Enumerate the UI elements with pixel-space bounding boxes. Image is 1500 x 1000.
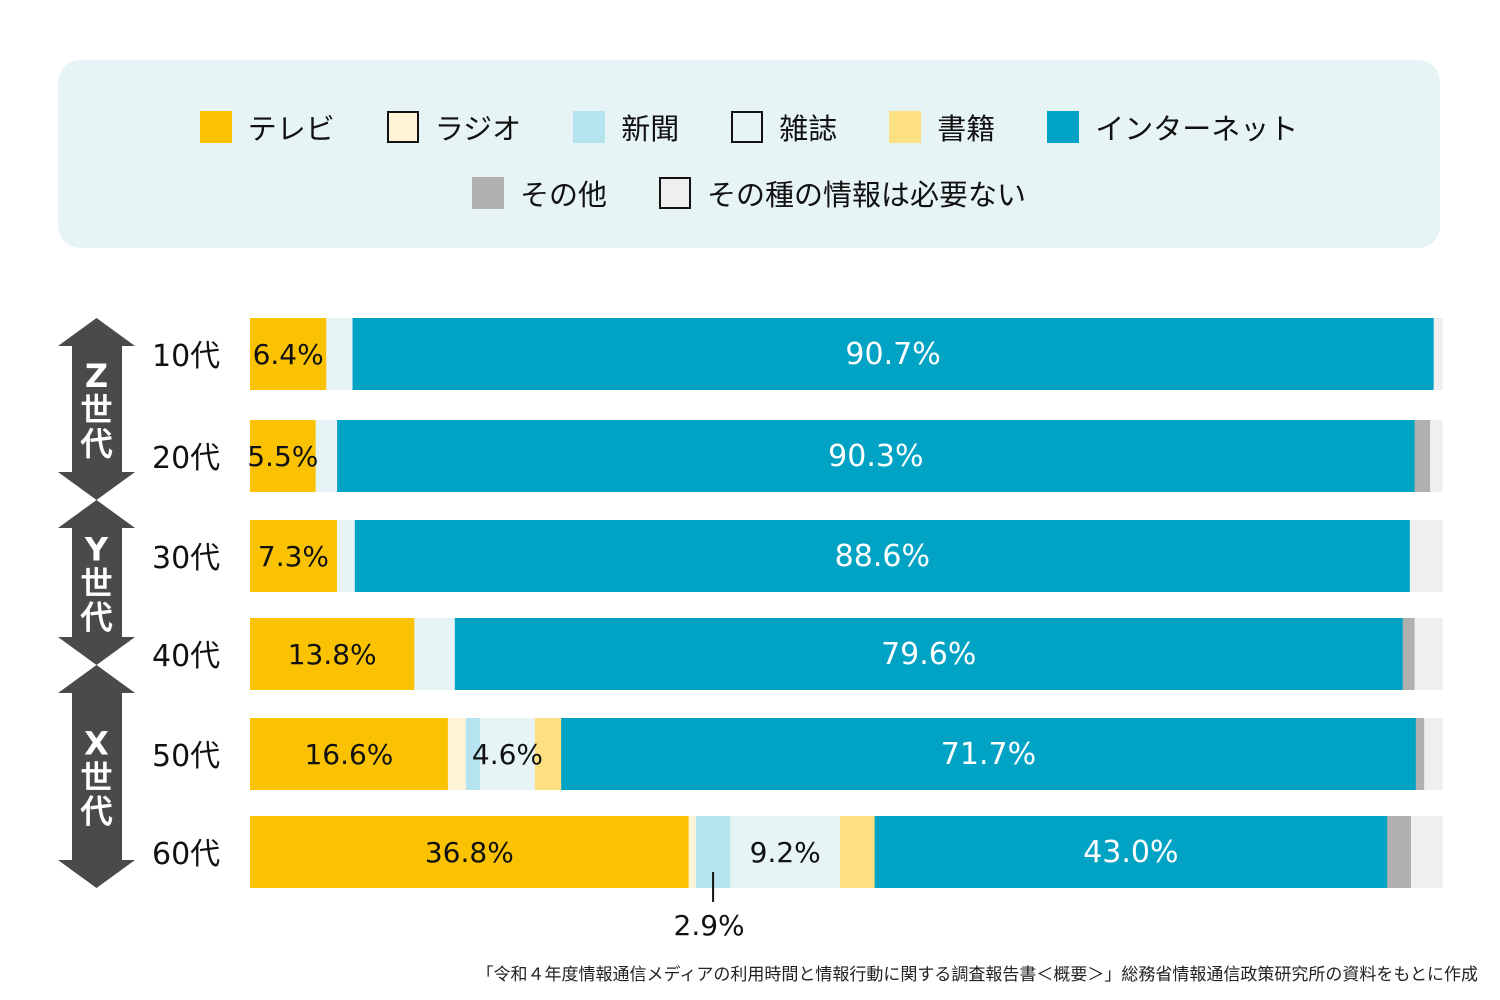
data-label: 7.3% [258, 540, 329, 573]
data-label: 4.6% [472, 738, 543, 771]
bar-segment [354, 520, 1411, 592]
bar-segment [480, 718, 536, 790]
legend-swatch [659, 177, 691, 209]
data-label: 5.5% [247, 440, 318, 473]
generation-label: 代 [79, 793, 112, 831]
category-label: 20代 [152, 441, 220, 476]
bar-segment [730, 816, 841, 888]
data-label: 79.6% [881, 637, 976, 672]
bar-segment [336, 520, 356, 592]
legend-item: その他 [471, 172, 607, 214]
bar-segment [250, 816, 690, 888]
legend-swatch [471, 177, 504, 209]
generation-label: 代 [79, 599, 112, 637]
legend-label: 書籍 [937, 112, 996, 146]
legend-item: ラジオ [386, 106, 522, 148]
generation-label: 世 [80, 391, 112, 429]
data-label: 16.6% [304, 738, 393, 771]
category-label: 30代 [152, 541, 220, 576]
bar-segment [1414, 618, 1443, 690]
bar-segment [315, 420, 338, 492]
bar-segment [1409, 520, 1443, 592]
category-label: 40代 [152, 639, 220, 674]
legend-swatch [1047, 111, 1080, 143]
data-label: 9.2% [750, 836, 821, 869]
bar-segment [1414, 420, 1431, 492]
bar-segment [337, 420, 1416, 492]
bar-segment [688, 816, 697, 888]
generation-arrow [58, 665, 135, 888]
legend-label: その他 [519, 178, 607, 212]
generation-arrow [58, 500, 135, 665]
bar-segment [1387, 816, 1412, 888]
bar-segment [840, 816, 876, 888]
generation-label: 代 [79, 425, 112, 463]
generation-label: 世 [80, 565, 112, 603]
data-label: 6.4% [253, 338, 324, 371]
bar-segment [250, 618, 415, 690]
legend-item: インターネット [1047, 106, 1298, 148]
data-label: 88.6% [835, 539, 930, 574]
bar-segment [250, 420, 317, 492]
bar-segment [250, 520, 338, 592]
bar-segment [465, 718, 481, 790]
bar-segment [352, 318, 1435, 390]
generation-label: Z [85, 357, 108, 395]
bar-segment [1411, 816, 1443, 888]
bar-segment [874, 816, 1388, 888]
bar-segment [1433, 318, 1443, 390]
legend-swatch [889, 111, 922, 143]
legend-row-1: テレビ ラジオ 新聞 雑誌 書籍 インターネット [58, 106, 1440, 148]
legend-swatch [573, 111, 606, 143]
bar-segment [534, 718, 562, 790]
bar-segment [454, 618, 1404, 690]
generation-arrow [58, 318, 135, 500]
generation-label: 世 [80, 759, 112, 797]
category-label: 60代 [152, 837, 220, 872]
legend-label: インターネット [1095, 112, 1299, 146]
bar-segment [250, 718, 449, 790]
legend-swatch [199, 111, 232, 143]
legend-swatch [386, 111, 419, 143]
legend-item: 書籍 [889, 106, 995, 148]
generation-label: X [84, 725, 109, 763]
bar-segment [414, 618, 456, 690]
bar-segment [250, 318, 327, 390]
data-label: 90.7% [845, 337, 940, 372]
legend-item: テレビ [199, 106, 335, 148]
source-footnote: 「令和４年度情報通信メディアの利用時間と情報行動に関する調査報告書＜概要＞」総務… [476, 965, 1478, 985]
bar-segment [326, 318, 354, 390]
bar-segment [1430, 420, 1443, 492]
bar-segment [1424, 718, 1443, 790]
data-label: 71.7% [941, 737, 1036, 772]
legend-label: ラジオ [434, 112, 522, 146]
bar-segment [561, 718, 1417, 790]
data-label: 36.8% [425, 836, 514, 869]
data-label: 2.9% [674, 909, 745, 942]
category-label: 50代 [152, 739, 220, 774]
legend: テレビ ラジオ 新聞 雑誌 書籍 インターネット その他 その種の情報は必要ない [58, 60, 1440, 248]
legend-item: 新聞 [573, 106, 679, 148]
legend-label: その種の情報は必要ない [707, 178, 1027, 212]
bar-segment [447, 718, 467, 790]
legend-item: 雑誌 [731, 106, 837, 148]
category-label: 10代 [152, 339, 220, 374]
data-label: 90.3% [828, 439, 923, 474]
data-label: 13.8% [288, 638, 377, 671]
legend-row-2: その他 その種の情報は必要ない [58, 172, 1440, 214]
legend-label: テレビ [247, 112, 335, 146]
bar-segment [1402, 618, 1416, 690]
legend-item: その種の情報は必要ない [659, 172, 1026, 214]
generation-label: Y [84, 531, 109, 569]
legend-label: 雑誌 [779, 112, 838, 146]
data-label: 43.0% [1083, 835, 1178, 870]
bar-segment [1415, 718, 1425, 790]
legend-swatch [731, 111, 764, 143]
legend-label: 新聞 [621, 112, 680, 146]
